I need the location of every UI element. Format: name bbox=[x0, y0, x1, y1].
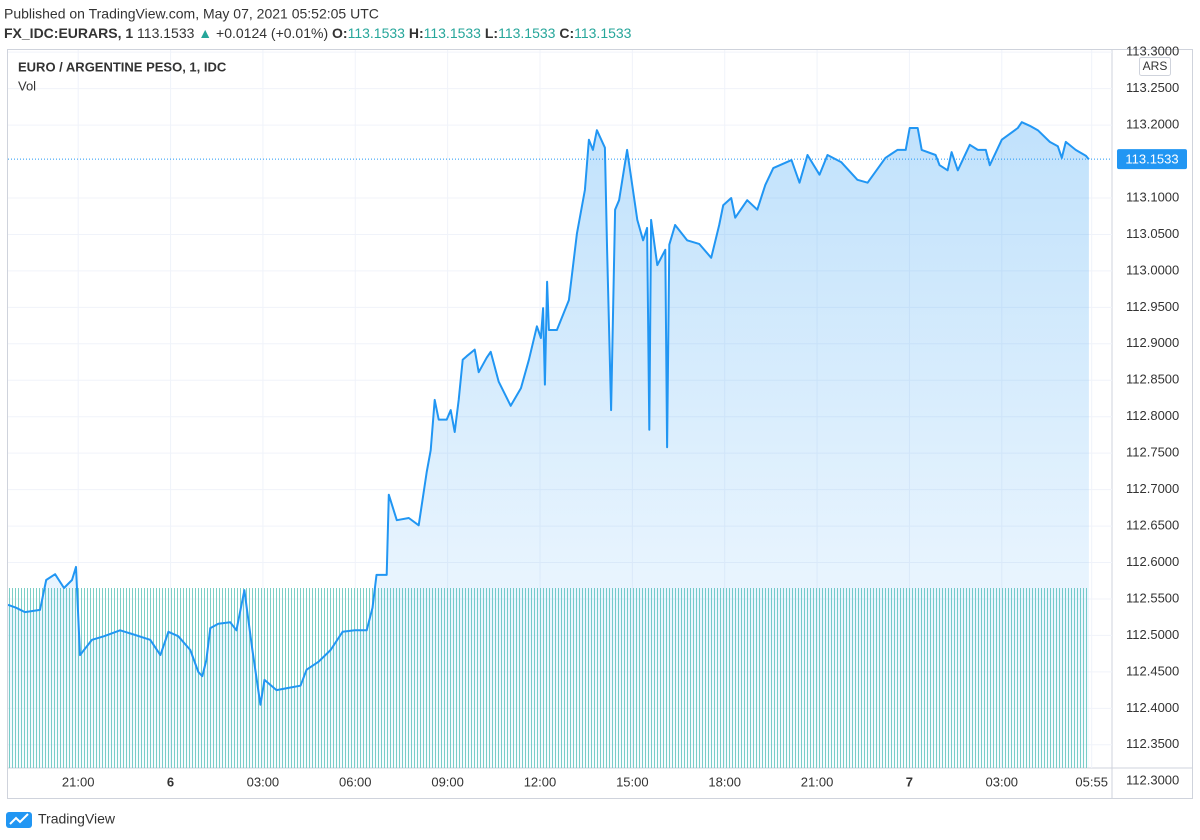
y-tick-label: 113.0500 bbox=[1126, 226, 1179, 241]
ohlc-value: 113.1533 bbox=[348, 25, 406, 41]
ohlc-key: L: bbox=[485, 25, 498, 41]
x-tick-label: 21:00 bbox=[801, 774, 834, 789]
x-tick-label: 7 bbox=[906, 774, 913, 789]
y-tick-label: 112.9000 bbox=[1126, 335, 1179, 350]
y-tick-label: 112.3000 bbox=[1126, 773, 1179, 788]
y-tick-label: 112.9500 bbox=[1126, 299, 1179, 314]
ohlc-key: O: bbox=[332, 25, 348, 41]
currency: ARS bbox=[1143, 59, 1168, 73]
x-tick-label: 06:00 bbox=[339, 774, 372, 789]
x-tick-label: 12:00 bbox=[524, 774, 557, 789]
y-tick-label: 112.5000 bbox=[1126, 627, 1179, 642]
x-tick-label: 6 bbox=[167, 774, 174, 789]
ohlc-value: 113.1533 bbox=[498, 25, 556, 41]
y-tick-label: 113.1000 bbox=[1126, 189, 1179, 204]
y-tick-label: 112.4500 bbox=[1126, 663, 1179, 678]
y-tick-label: 112.5500 bbox=[1126, 590, 1179, 605]
currency-box bbox=[1139, 57, 1171, 76]
y-tick-label: 112.4000 bbox=[1126, 700, 1179, 715]
y-tick-label: 113.2000 bbox=[1126, 117, 1179, 132]
ohlc-key: C: bbox=[559, 25, 574, 41]
y-tick-label: 112.6500 bbox=[1126, 518, 1179, 533]
price: 113.1533 bbox=[137, 25, 195, 41]
x-tick-label: 09:00 bbox=[431, 774, 464, 789]
logo bbox=[6, 812, 32, 828]
x-tick-label: 03:00 bbox=[247, 774, 280, 789]
plot bbox=[8, 121, 1090, 768]
x-tick-label: 21:00 bbox=[62, 774, 95, 789]
arrow: ▲ bbox=[198, 25, 212, 41]
y-tick-label: 112.8500 bbox=[1126, 372, 1179, 387]
y-tick-label: 112.6000 bbox=[1126, 554, 1179, 569]
published-note: Published on TradingView.com, May 07, 20… bbox=[4, 6, 379, 22]
x-tick-label: 03:00 bbox=[986, 774, 1019, 789]
last-price-label: 113.1533 bbox=[1125, 152, 1178, 167]
chart-frame bbox=[7, 49, 1193, 799]
y-tick-label: 112.8000 bbox=[1126, 408, 1179, 423]
y-tick-label: 112.7500 bbox=[1126, 445, 1179, 460]
symbol: FX_IDC:EURARS, 1 bbox=[4, 25, 133, 41]
price-line bbox=[8, 121, 1090, 706]
y-tick-label: 113.2500 bbox=[1126, 80, 1179, 95]
x-tick-label: 15:00 bbox=[616, 774, 649, 789]
y-tick-label: 112.7000 bbox=[1126, 481, 1179, 496]
symbol-line: FX_IDC:EURARS, 1 113.1533 ▲ +0.0124 (+0.… bbox=[4, 25, 632, 41]
area-fill bbox=[8, 122, 1089, 768]
y-tick-label: 113.3000 bbox=[1126, 44, 1179, 59]
y-tick-label: 113.0000 bbox=[1126, 262, 1179, 277]
x-tick-label: 05:55 bbox=[1075, 774, 1108, 789]
x-tick-label: 18:00 bbox=[708, 774, 741, 789]
ohlc-key: H: bbox=[409, 25, 424, 41]
y-tick-label: 112.3500 bbox=[1126, 736, 1179, 751]
last-price-box bbox=[1117, 149, 1187, 170]
change: +0.0124 (+0.01%) bbox=[216, 25, 328, 41]
brand: TradingView bbox=[38, 811, 116, 827]
ohlc-value: 113.1533 bbox=[574, 25, 632, 41]
volume-label: Vol bbox=[18, 78, 36, 93]
ohlc-value: 113.1533 bbox=[424, 25, 482, 41]
chart-title: EURO / ARGENTINE PESO, 1, IDC bbox=[18, 59, 227, 74]
